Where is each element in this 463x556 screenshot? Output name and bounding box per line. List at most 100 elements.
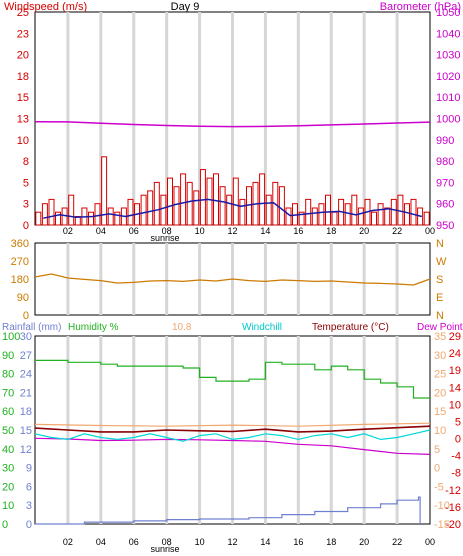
barometer-tick-label: 1020	[436, 71, 460, 83]
barometer-tick-label: 960	[436, 199, 454, 211]
barometer-tick-label: 950	[436, 220, 454, 232]
x-tick-label: 00	[425, 226, 435, 236]
x-tick-label: 20	[359, 226, 369, 236]
windspeed-bar	[384, 207, 391, 226]
sunrise-label-top: sunrise	[150, 233, 179, 243]
windspeed-bar	[186, 181, 193, 226]
windchill-header: Windchill	[242, 322, 282, 333]
x-tick-label: 08	[162, 537, 172, 547]
rainfall-tick-label: 30	[20, 331, 32, 343]
windspeed-bar	[206, 177, 213, 226]
temperature-tick-label: -5	[434, 481, 444, 493]
windspeed-bar	[325, 194, 331, 226]
x-tick-label: 00	[425, 537, 435, 547]
windspeed-bar	[232, 177, 239, 226]
temperature-tick-label: 15	[434, 406, 446, 418]
dewpoint-tick-label: -8	[451, 468, 461, 480]
x-tick-label: 02	[63, 537, 73, 547]
windspeed-bar	[147, 190, 154, 226]
windspeed-bar	[423, 211, 430, 226]
temperature-header: Temperature (°C)	[312, 322, 389, 333]
dewpoint-header: Dew Point	[417, 322, 463, 333]
humidity-tick-label: 40	[2, 444, 14, 456]
x-tick-label: 16	[293, 226, 303, 236]
feels-header: 10.8	[172, 322, 192, 333]
x-tick-label: 16	[293, 537, 303, 547]
rainfall-tick-label: 24	[20, 369, 32, 381]
windspeed-tick-label: 8	[23, 156, 29, 168]
compass-point-tick: W	[436, 256, 447, 268]
windspeed-bar	[127, 198, 134, 226]
windspeed-tick-label: 18	[17, 71, 29, 83]
temperature-humidity-tick-labels: 0102030405060708090100036912151821242730…	[2, 331, 461, 547]
dewpoint-tick-label: 29	[449, 331, 461, 343]
x-tick-label: 12	[227, 537, 237, 547]
rainfall-tick-label: 0	[26, 519, 32, 531]
windspeed-bar	[311, 207, 318, 226]
barometer-tick-label: 970	[436, 177, 454, 189]
x-tick-label: 14	[260, 537, 270, 547]
humidity-tick-label: 90	[2, 350, 14, 362]
temperature-tick-label: 10	[434, 425, 446, 437]
windspeed-bar	[417, 207, 424, 226]
windspeed-tick-label: 15	[17, 92, 29, 104]
windspeed-bar	[219, 186, 226, 226]
sunrise-label-bottom: sunrise	[150, 544, 179, 554]
windspeed-bar	[239, 198, 246, 226]
compass-point-tick: E	[436, 292, 443, 304]
dewpoint-tick-label: -12	[445, 485, 461, 497]
windspeed-bar	[173, 186, 180, 226]
temperature-tick-label: -10	[434, 500, 450, 512]
humidity-tick-label: 0	[2, 519, 8, 531]
wind-barometer-gridlines	[66, 12, 399, 225]
windspeed-tick-label: 10	[17, 135, 29, 147]
windspeed-tick-label: 5	[23, 177, 29, 189]
humidity-tick-label: 70	[2, 387, 14, 399]
compass-point-tick: N	[436, 310, 444, 322]
windspeed-tick-label: 13	[17, 114, 29, 126]
x-tick-label: 18	[326, 537, 336, 547]
barometer-tick-label: 1030	[436, 50, 460, 62]
wind-barometer-tick-labels: 0358101315182023259509609709809901000101…	[17, 7, 461, 236]
barometer-tick-label: 1000	[436, 114, 460, 126]
windspeed-bar	[114, 211, 121, 226]
x-tick-label: 14	[260, 226, 270, 236]
humidity-line	[35, 359, 430, 399]
rainfall-tick-label: 15	[20, 425, 32, 437]
windspeed-tick-label: 23	[17, 28, 29, 40]
dewpoint-tick-label: 19	[449, 365, 461, 377]
barometer-axis-header: Barometer (hPa)	[380, 1, 461, 13]
windspeed-bar	[199, 169, 206, 226]
wind-direction-series	[34, 273, 431, 286]
rainfall-tick-label: 3	[26, 500, 32, 512]
x-tick-label: 18	[326, 226, 336, 236]
humidity-tick-label: 60	[2, 406, 14, 418]
windspeed-bar	[410, 198, 417, 226]
windspeed-bar	[68, 194, 75, 226]
humidity-tick-label: 100	[2, 331, 20, 343]
windspeed-bar	[226, 194, 233, 226]
humidity-tick-label: 10	[2, 500, 14, 512]
direction-degree-tick: 270	[11, 256, 29, 268]
windspeed-bar	[259, 173, 266, 226]
x-tick-label: 04	[96, 537, 106, 547]
windspeed-bar	[48, 198, 55, 226]
humidity-tick-label: 50	[2, 425, 14, 437]
windspeed-bar	[94, 203, 101, 226]
x-tick-label: 20	[359, 537, 369, 547]
rainfall-header: Rainfall (mm)	[2, 322, 61, 333]
windspeed-tick-label: 3	[23, 199, 29, 211]
windspeed-bar	[285, 207, 292, 226]
temperature-tick-label: 5	[434, 444, 440, 456]
wind-axis-header: Windspeed (m/s)	[4, 1, 87, 13]
dewpoint-tick-label: 10	[449, 399, 461, 411]
temperature-line	[34, 425, 431, 433]
feels-like-line	[34, 422, 431, 427]
x-tick-label: 10	[195, 537, 205, 547]
dewpoint-tick-label: -4	[451, 451, 461, 463]
wind-direction-line	[34, 273, 431, 286]
windspeed-bar	[357, 207, 364, 226]
windspeed-bar	[180, 173, 187, 226]
windchill-line	[34, 429, 431, 442]
